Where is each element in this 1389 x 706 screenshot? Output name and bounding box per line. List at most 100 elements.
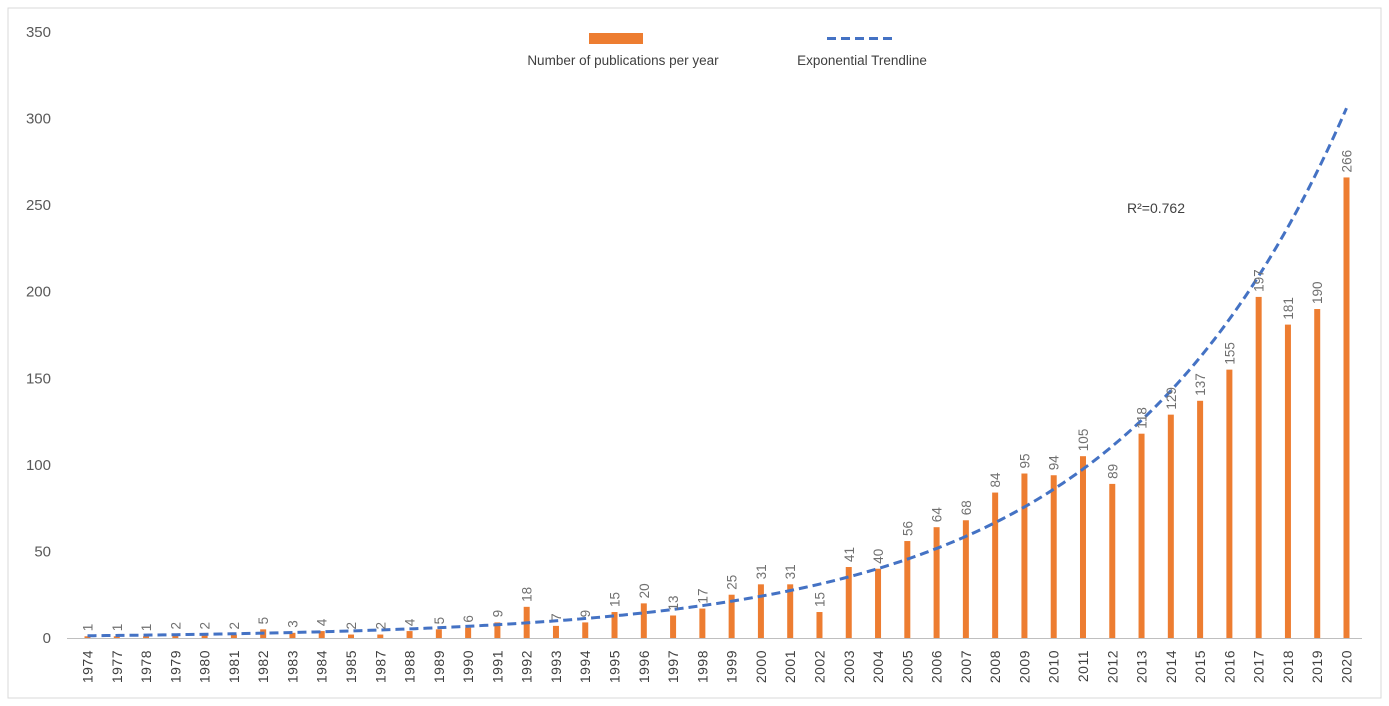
bar bbox=[1167, 414, 1174, 638]
bar bbox=[318, 631, 325, 638]
y-tick-label: 200 bbox=[26, 284, 51, 301]
x-tick-label: 1998 bbox=[694, 650, 710, 683]
data-label: 31 bbox=[754, 564, 769, 579]
x-tick-label: 1994 bbox=[577, 650, 593, 683]
bar bbox=[84, 636, 91, 638]
data-label: 13 bbox=[666, 595, 681, 610]
data-label: 266 bbox=[1340, 150, 1355, 173]
bar bbox=[904, 541, 911, 638]
data-label: 84 bbox=[988, 472, 1003, 488]
bar bbox=[113, 636, 120, 638]
data-label: 197 bbox=[1252, 269, 1267, 292]
bar bbox=[406, 631, 413, 638]
y-tick-label: 250 bbox=[26, 197, 51, 214]
data-label: 7 bbox=[549, 613, 564, 621]
x-tick-label: 1981 bbox=[226, 650, 242, 683]
x-tick-label: 1980 bbox=[197, 650, 213, 683]
bar bbox=[465, 627, 472, 638]
x-tick-label: 1979 bbox=[167, 650, 183, 683]
x-axis-ticks: 1974 1977 1978 1979 1980 1981 1982 1983 1984 1985… bbox=[80, 650, 1355, 683]
bar bbox=[230, 634, 237, 638]
x-tick-label: 2002 bbox=[811, 650, 827, 683]
x-tick-label: 2018 bbox=[1280, 650, 1296, 683]
bar bbox=[494, 622, 501, 638]
exponential-trendline bbox=[87, 107, 1348, 638]
data-label: 2 bbox=[227, 622, 242, 630]
bar bbox=[582, 622, 589, 638]
x-tick-label: 1993 bbox=[548, 650, 564, 683]
data-label: 2 bbox=[373, 622, 388, 630]
x-tick-label: 2007 bbox=[958, 650, 974, 683]
bar bbox=[787, 584, 794, 638]
x-tick-label: 2013 bbox=[1134, 650, 1150, 683]
y-tick-label: 100 bbox=[26, 457, 51, 474]
data-label: 2 bbox=[198, 622, 213, 630]
y-axis-ticks: 0 50 100 150 200 250 300 350 bbox=[26, 24, 51, 647]
x-tick-label: 1997 bbox=[665, 650, 681, 683]
legend: Number of publications per year Exponent… bbox=[527, 33, 927, 68]
bar bbox=[845, 567, 852, 638]
bar bbox=[201, 634, 208, 638]
y-tick-label: 50 bbox=[34, 543, 51, 560]
bar bbox=[1226, 369, 1233, 638]
data-label: 5 bbox=[256, 617, 271, 625]
data-label: 15 bbox=[812, 592, 827, 607]
bar bbox=[611, 612, 618, 638]
data-label: 155 bbox=[1222, 342, 1237, 365]
bar bbox=[992, 492, 999, 638]
data-label: 6 bbox=[461, 615, 476, 623]
data-label: 25 bbox=[725, 575, 740, 590]
bar bbox=[552, 625, 559, 638]
data-label: 94 bbox=[1047, 455, 1062, 471]
y-tick-label: 350 bbox=[26, 24, 51, 41]
x-tick-label: 1989 bbox=[431, 650, 447, 683]
x-tick-label: 2019 bbox=[1309, 650, 1325, 683]
bar bbox=[1255, 296, 1262, 638]
data-label: 137 bbox=[1193, 373, 1208, 396]
bar bbox=[933, 527, 940, 638]
data-label: 105 bbox=[1076, 429, 1091, 452]
x-tick-label: 1985 bbox=[343, 650, 359, 683]
x-tick-label: 2001 bbox=[782, 650, 798, 683]
chart-border bbox=[7, 7, 1382, 699]
data-label: 20 bbox=[637, 583, 652, 598]
data-label: 9 bbox=[578, 610, 593, 618]
x-tick-label: 1984 bbox=[314, 650, 330, 683]
x-tick-label: 2020 bbox=[1339, 650, 1355, 683]
data-label: 15 bbox=[608, 592, 623, 607]
data-label: 95 bbox=[1017, 453, 1032, 468]
bar bbox=[670, 615, 677, 638]
bar bbox=[377, 634, 384, 638]
x-tick-label: 1990 bbox=[460, 650, 476, 683]
data-label: 17 bbox=[695, 589, 710, 604]
x-tick-label: 2015 bbox=[1192, 650, 1208, 683]
bar bbox=[728, 594, 735, 638]
bar bbox=[289, 632, 296, 638]
data-label: 41 bbox=[842, 547, 857, 562]
data-label: 129 bbox=[1164, 387, 1179, 410]
legend-line-label: Exponential Trendline bbox=[797, 53, 927, 68]
data-label: 190 bbox=[1310, 281, 1325, 304]
bar bbox=[962, 520, 969, 638]
bar bbox=[640, 603, 647, 638]
bar bbox=[1021, 473, 1028, 638]
data-label: 31 bbox=[783, 564, 798, 579]
x-tick-label: 1983 bbox=[284, 650, 300, 683]
x-tick-label: 1988 bbox=[402, 650, 418, 683]
data-label: 40 bbox=[871, 549, 886, 564]
data-label: 1 bbox=[81, 624, 96, 632]
x-tick-label: 1995 bbox=[607, 650, 623, 683]
legend-bar-label: Number of publications per year bbox=[527, 53, 719, 68]
bar bbox=[816, 612, 823, 638]
bar bbox=[172, 634, 179, 638]
data-label: 1 bbox=[139, 624, 154, 632]
data-label: 4 bbox=[403, 618, 418, 626]
x-tick-label: 1982 bbox=[255, 650, 271, 683]
x-tick-label: 2005 bbox=[899, 650, 915, 683]
x-tick-label: 2003 bbox=[841, 650, 857, 683]
x-tick-label: 2014 bbox=[1163, 650, 1179, 683]
x-tick-label: 2000 bbox=[753, 650, 769, 683]
bar bbox=[1079, 456, 1086, 638]
bar bbox=[875, 568, 882, 638]
